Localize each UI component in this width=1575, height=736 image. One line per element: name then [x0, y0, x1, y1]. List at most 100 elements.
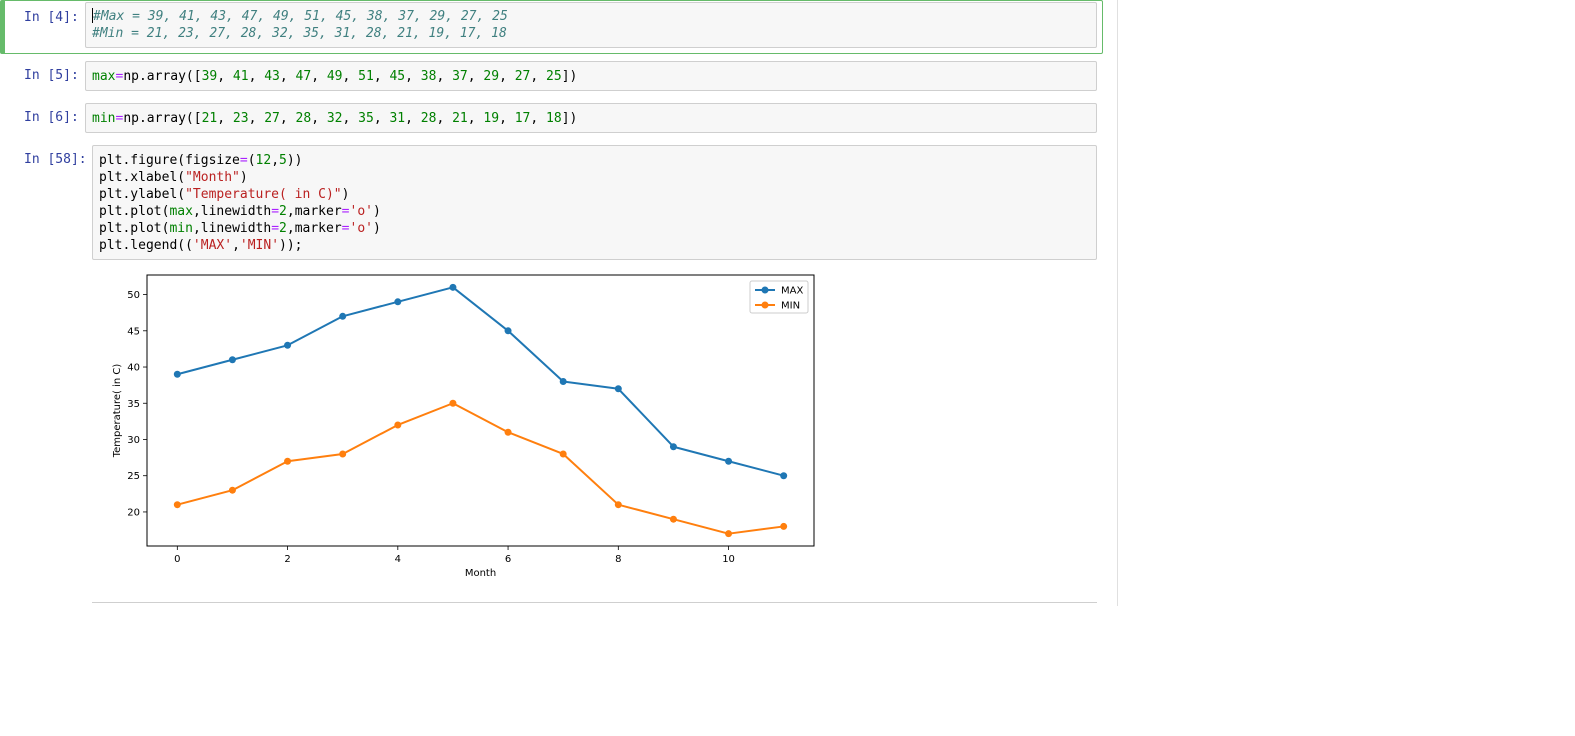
- y-tick-label: 50: [127, 290, 140, 301]
- data-point-min: [284, 457, 292, 465]
- number-literal: 32: [326, 111, 343, 126]
- legend-marker: [761, 286, 769, 294]
- legend-label: MAX: [781, 286, 803, 297]
- y-axis-label: Temperature( in C): [112, 364, 123, 459]
- x-axis-label: Month: [465, 568, 496, 579]
- code-line: plt.ylabel("Temperature( in C)"): [99, 187, 350, 202]
- number-literal: 31: [389, 111, 406, 126]
- number-literal: 21: [201, 111, 218, 126]
- number-literal: 18: [546, 111, 562, 126]
- y-tick-label: 30: [127, 435, 140, 446]
- data-point-max: [449, 283, 457, 291]
- data-point-max: [394, 298, 402, 306]
- data-point-min: [173, 501, 181, 509]
- output-divider: [92, 602, 1097, 603]
- number-literal: 23: [232, 111, 249, 126]
- number-literal: 41: [232, 69, 249, 84]
- data-point-min: [394, 421, 402, 429]
- code-editor[interactable]: min=np.array([21, 23, 27, 28, 32, 35, 31…: [85, 103, 1097, 133]
- x-tick-label: 4: [395, 554, 401, 565]
- x-tick-label: 10: [722, 554, 735, 565]
- data-point-min: [504, 428, 512, 436]
- code-editor[interactable]: max=np.array([39, 41, 43, 47, 49, 51, 45…: [85, 61, 1097, 91]
- data-point-max: [669, 443, 677, 451]
- code-cell-5[interactable]: In [5]: max=np.array([39, 41, 43, 47, 49…: [0, 60, 1103, 92]
- data-point-max: [173, 370, 181, 378]
- code-line: plt.plot(max,linewidth=2,marker='o'): [99, 204, 381, 219]
- data-point-max: [614, 385, 622, 393]
- number-literal: 47: [295, 69, 312, 84]
- y-tick-label: 35: [127, 399, 140, 410]
- code-token: np.array([: [123, 69, 202, 84]
- variable-name: max: [92, 69, 116, 84]
- code-line: #Min = 21, 23, 27, 28, 32, 35, 31, 28, 2…: [92, 26, 507, 41]
- number-literal: 37: [452, 69, 468, 84]
- code-line: plt.plot(min,linewidth=2,marker='o'): [99, 221, 381, 236]
- plot-frame: [146, 274, 815, 547]
- number-literal: 43: [264, 69, 280, 84]
- data-point-min: [780, 522, 788, 530]
- data-point-max: [339, 312, 347, 320]
- number-literal: 51: [358, 69, 374, 84]
- number-literal: 28: [420, 111, 437, 126]
- number-literal: 28: [295, 111, 312, 126]
- code-editor[interactable]: #Max = 39, 41, 43, 47, 49, 51, 45, 38, 3…: [85, 2, 1097, 48]
- code-line: max=np.array([39, 41, 43, 47, 49, 51, 45…: [92, 69, 578, 84]
- y-tick-label: 40: [127, 363, 140, 374]
- data-point-min: [339, 450, 347, 458]
- number-literal: 25: [546, 69, 562, 84]
- legend-marker: [761, 301, 769, 309]
- number-literal: 49: [326, 69, 343, 84]
- data-point-max: [780, 472, 788, 480]
- y-tick-label: 20: [127, 507, 140, 518]
- x-tick-label: 8: [615, 554, 621, 565]
- x-tick-label: 2: [284, 554, 290, 565]
- series-line-max: [177, 286, 784, 477]
- data-point-min: [449, 399, 457, 407]
- data-point-min: [228, 486, 236, 494]
- input-prompt: In [4]:: [24, 10, 79, 25]
- data-point-max: [559, 378, 567, 386]
- input-prompt: In [6]:: [24, 110, 79, 125]
- cell-output: 0 2 4 6 8 10 20 25 30 35 40 45 50 Month Temperature( i…: [92, 268, 832, 592]
- number-literal: 19: [483, 111, 500, 126]
- code-cell-6[interactable]: In [6]: min=np.array([21, 23, 27, 28, 32…: [0, 102, 1103, 134]
- assign-operator: =: [115, 111, 124, 126]
- y-tick-label: 25: [127, 471, 140, 482]
- assign-operator: =: [115, 69, 124, 84]
- data-point-max: [284, 341, 292, 349]
- data-point-min: [614, 501, 622, 509]
- number-literal: 29: [483, 69, 500, 84]
- line-chart: 0 2 4 6 8 10 20 25 30 35 40 45 50 Month Temperature( i…: [112, 274, 815, 579]
- code-line: plt.xlabel("Month"): [99, 170, 248, 185]
- x-tick-label: 0: [174, 554, 180, 565]
- number-literal: 27: [264, 111, 280, 126]
- input-prompt: In [5]:: [24, 68, 79, 83]
- data-point-max: [504, 327, 512, 335]
- code-token: ]): [561, 69, 578, 84]
- number-literal: 35: [358, 111, 374, 126]
- data-point-min: [725, 530, 733, 538]
- number-literal: 21: [452, 111, 468, 126]
- code-cell-4[interactable]: In [4]: #Max = 39, 41, 43, 47, 49, 51, 4…: [0, 0, 1103, 54]
- code-token: np.array([: [123, 111, 202, 126]
- x-tick-label: 6: [505, 554, 511, 565]
- legend-label: MIN: [781, 301, 800, 312]
- code-line: min=np.array([21, 23, 27, 28, 32, 35, 31…: [92, 111, 578, 126]
- code-token: ]): [561, 111, 578, 126]
- input-prompt: In [58]:: [24, 152, 87, 167]
- code-line: #Max = 39, 41, 43, 47, 49, 51, 45, 38, 3…: [92, 8, 508, 24]
- text-cursor: [92, 8, 93, 23]
- number-literal: 27: [514, 69, 531, 84]
- data-point-min: [559, 450, 567, 458]
- number-literal: 38: [420, 69, 437, 84]
- number-literal: 45: [389, 69, 406, 84]
- series-line-min: [177, 402, 784, 535]
- y-tick-label: 45: [127, 326, 140, 337]
- code-line: plt.legend(('MAX','MIN'));: [99, 238, 303, 253]
- code-editor[interactable]: plt.figure(figsize=(12,5)) plt.xlabel("M…: [92, 145, 1097, 260]
- data-point-max: [725, 457, 733, 465]
- variable-name: min: [92, 111, 116, 126]
- notebook-panel: In [4]: #Max = 39, 41, 43, 47, 49, 51, 4…: [0, 0, 1118, 606]
- code-cell-58[interactable]: In [58]: plt.figure(figsize=(12,5)) plt.…: [0, 144, 1103, 262]
